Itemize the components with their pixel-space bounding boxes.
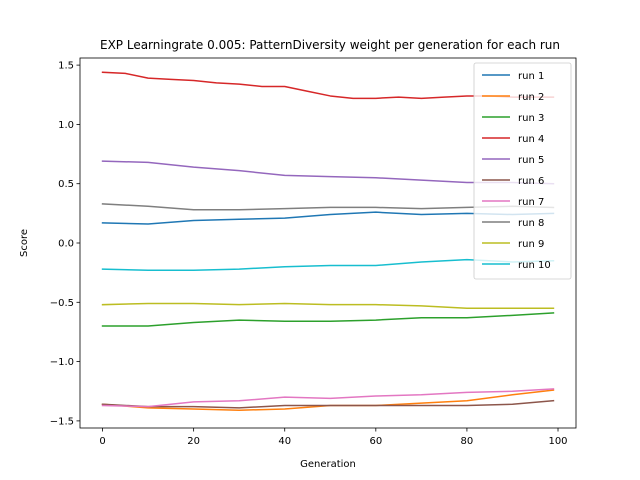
y-tick-label: −1.0 — [50, 357, 74, 368]
x-axis: 0 20 40 60 80 100 — [99, 428, 568, 447]
x-axis-label: Generation — [300, 459, 356, 470]
x-tick-label: 0 — [99, 436, 105, 447]
x-tick-label: 60 — [369, 436, 382, 447]
y-tick-label: −1.5 — [50, 416, 74, 427]
x-tick-label: 80 — [461, 436, 474, 447]
series-line-run-7 — [101, 388, 555, 408]
x-tick-label: 20 — [187, 436, 200, 447]
y-tick-label: 0.0 — [58, 239, 74, 250]
chart-title: EXP Learningrate 0.005: PatternDiversity… — [100, 38, 560, 52]
legend-label-run-10: run 10 — [518, 260, 551, 271]
series-line-run-6 — [101, 399, 555, 409]
y-tick-label: 1.0 — [58, 120, 74, 131]
series-line-run-3 — [101, 312, 555, 327]
series-line-run-9 — [101, 302, 555, 309]
legend-label-run-2: run 2 — [518, 92, 544, 103]
legend-label-run-7: run 7 — [518, 197, 544, 208]
legend: run 1 run 2 run 3 run 4 run 5 run 6 run 7 run 8… — [473, 62, 572, 280]
x-tick-label: 40 — [278, 436, 291, 447]
legend-label-run-6: run 6 — [518, 176, 544, 187]
y-tick-label: 1.5 — [58, 61, 74, 72]
legend-label-run-5: run 5 — [518, 155, 544, 166]
x-tick-label: 100 — [548, 436, 567, 447]
y-tick-label: −0.5 — [50, 298, 74, 309]
y-axis-label: Score — [19, 229, 30, 257]
legend-label-run-1: run 1 — [518, 71, 544, 82]
legend-label-run-4: run 4 — [518, 134, 544, 145]
y-axis: −1.5 −1.0 −0.5 0.0 0.5 1.0 1.5 — [50, 61, 80, 427]
y-tick-label: 0.5 — [58, 179, 74, 190]
legend-label-run-3: run 3 — [518, 113, 544, 124]
legend-label-run-8: run 8 — [518, 218, 544, 229]
legend-label-run-9: run 9 — [518, 239, 544, 250]
